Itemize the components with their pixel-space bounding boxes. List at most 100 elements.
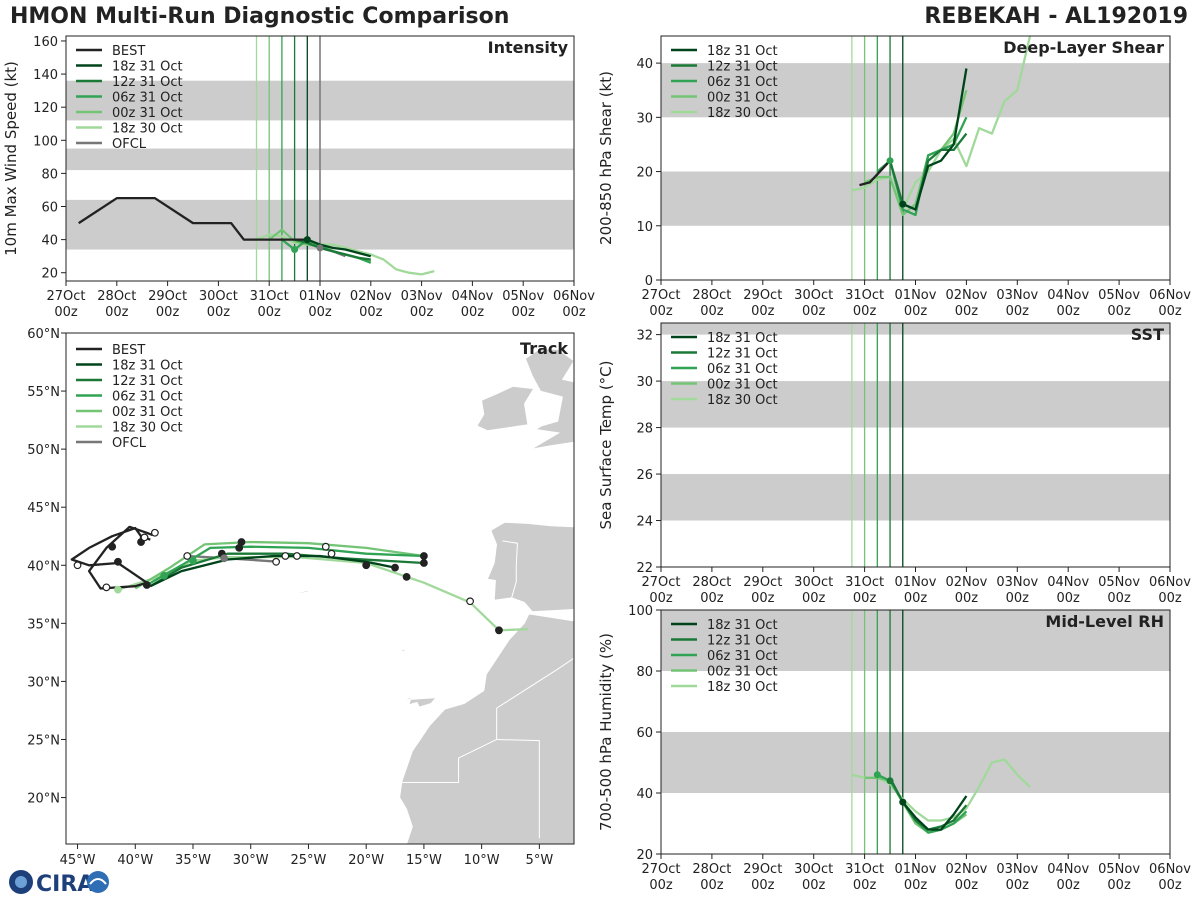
track-xtick-label: 40°W <box>117 853 153 868</box>
track-series-06z-31-oct <box>146 545 424 587</box>
track-xtick-label: 30°W <box>233 853 269 868</box>
shear-series-00z-31-oct <box>864 89 968 217</box>
rh-ytick-label: 60 <box>636 726 653 741</box>
shear-xtick-label: 28Oct <box>692 288 731 303</box>
intensity-ytick-label: 160 <box>33 35 58 50</box>
rh-xtick-sublabel: 00z <box>904 878 928 893</box>
track-marker-best <box>281 552 290 560</box>
intensity-ytick-label: 140 <box>33 68 58 83</box>
track-xtick-label: 15°W <box>406 853 442 868</box>
rh-series-18z-31-oct <box>901 795 968 831</box>
intensity-xtick-label: 03Nov <box>401 289 443 304</box>
rh-marker-18z-31-oct <box>899 798 907 806</box>
shear-ytick-label: 10 <box>636 220 653 235</box>
track-marker-best <box>362 561 371 570</box>
intensity-legend-label-best: BEST <box>112 44 145 59</box>
intensity-xtick-label: 30Oct <box>199 289 238 304</box>
rh-xtick-label: 01Nov <box>895 862 937 877</box>
rh-ytick-label: 20 <box>636 848 653 863</box>
track-marker-best <box>102 583 111 592</box>
track-ytick-label: 40°N <box>27 559 60 574</box>
intensity-xtick-label: 27Oct <box>46 289 85 304</box>
intensity-panel: 2040608010012014016027Oct00z28Oct00z29Oc… <box>2 35 595 320</box>
sst-ylabel: Sea Surface Temp (°C) <box>597 360 615 529</box>
intensity-ylabel: 10m Max Wind Speed (kt) <box>2 61 20 256</box>
track-legend-label-00z-31-oct: 00z 31 Oct <box>112 405 183 420</box>
track-marker-ofcl <box>220 554 229 563</box>
track-ytick-label: 60°N <box>27 327 60 342</box>
track-legend-label-06z-31-oct: 06z 31 Oct <box>112 390 183 405</box>
sst-xtick-sublabel: 00z <box>904 591 928 606</box>
madeira-island <box>398 648 407 652</box>
track-marker-best <box>391 563 399 572</box>
intensity-xtick-sublabel: 00z <box>461 305 485 320</box>
shear-xtick-label: 04Nov <box>1047 288 1089 303</box>
track-marker-best <box>114 557 122 566</box>
track-marker-best <box>150 528 159 537</box>
intensity-xtick-label: 31Oct <box>250 289 289 304</box>
rh-legend-label-18z-30-oct: 18z 30 Oct <box>707 680 778 695</box>
intensity-ytick-label: 120 <box>33 101 58 116</box>
shear-ytick-label: 20 <box>636 166 653 181</box>
shear-ytick-label: 40 <box>636 57 653 72</box>
intensity-xtick-sublabel: 00z <box>512 305 536 320</box>
intensity-xtick-label: 05Nov <box>502 289 544 304</box>
intensity-xtick-sublabel: 00z <box>258 305 282 320</box>
track-marker-best <box>293 552 301 560</box>
track-marker-06z-31-oct <box>189 556 197 565</box>
intensity-ytick-label: 40 <box>41 234 58 249</box>
rh-xtick-label: 27Oct <box>641 862 680 877</box>
rh-xtick-label: 02Nov <box>945 862 987 877</box>
canary-islands <box>401 691 442 708</box>
track-xtick-label: 35°W <box>175 853 211 868</box>
intensity-xtick-label: 02Nov <box>350 289 392 304</box>
shear-ytick-label: 0 <box>645 274 653 289</box>
track-ytick-label: 50°N <box>27 443 60 458</box>
intensity-legend-label-12z-31-oct: 12z 31 Oct <box>112 75 183 90</box>
rh-xtick-sublabel: 00z <box>649 878 673 893</box>
intensity-ytick-label: 80 <box>41 167 58 182</box>
sst-ytick-label: 28 <box>636 422 653 437</box>
track-title: Track <box>520 339 568 358</box>
britain-land <box>525 348 574 450</box>
shear-xtick-sublabel: 00z <box>649 304 673 319</box>
track-marker-06z-31-oct <box>160 571 169 580</box>
rh-xtick-label: 28Oct <box>692 862 731 877</box>
intensity-ytick-label: 20 <box>41 267 58 282</box>
rh-title: Mid-Level RH <box>1045 612 1164 631</box>
storm-id-title: REBEKAH - AL192019 <box>924 4 1188 29</box>
track-ytick-label: 25°N <box>27 733 60 748</box>
sst-xtick-sublabel: 00z <box>955 591 979 606</box>
rh-xtick-label: 06Nov <box>1149 862 1191 877</box>
border-morocco-algeria <box>496 657 574 709</box>
sst-xtick-label: 30Oct <box>794 575 833 590</box>
track-marker-best <box>140 533 149 542</box>
border-portugal-spain <box>502 540 518 598</box>
intensity-xtick-label: 28Oct <box>97 289 136 304</box>
rh-series-group <box>851 758 1031 834</box>
sst-xtick-label: 27Oct <box>641 575 680 590</box>
track-marker-best <box>183 552 192 560</box>
sst-legend-label-18z-31-oct: 18z 31 Oct <box>707 331 778 346</box>
track-ytick-label: 35°N <box>27 617 60 632</box>
intensity-xtick-sublabel: 00z <box>410 305 434 320</box>
intensity-xtick-sublabel: 00z <box>308 305 332 320</box>
intensity-marker-06z-31-oct <box>291 246 299 254</box>
shear-band-1 <box>661 63 1170 118</box>
track-marker-best <box>108 542 117 551</box>
shear-xtick-label: 06Nov <box>1149 288 1191 303</box>
rh-xtick-label: 05Nov <box>1098 862 1140 877</box>
rh-marker-12z-31-oct <box>886 777 894 785</box>
intensity-ytick-label: 100 <box>33 134 58 149</box>
rh-band-0 <box>661 732 1170 793</box>
sst-xtick-sublabel: 00z <box>700 591 724 606</box>
track-legend-label-12z-31-oct: 12z 31 Oct <box>112 374 183 389</box>
sst-xtick-sublabel: 00z <box>751 591 775 606</box>
track-ytick-label: 20°N <box>27 792 60 807</box>
sst-ytick-label: 24 <box>636 515 653 530</box>
africa-land <box>399 613 574 844</box>
shear-marker-18z-31-oct <box>899 200 907 208</box>
sst-legend-label-06z-31-oct: 06z 31 Oct <box>707 362 778 377</box>
rh-panel: 2040608010027Oct00z28Oct00z29Oct00z30Oct… <box>597 604 1191 893</box>
shear-xtick-sublabel: 00z <box>802 304 826 319</box>
